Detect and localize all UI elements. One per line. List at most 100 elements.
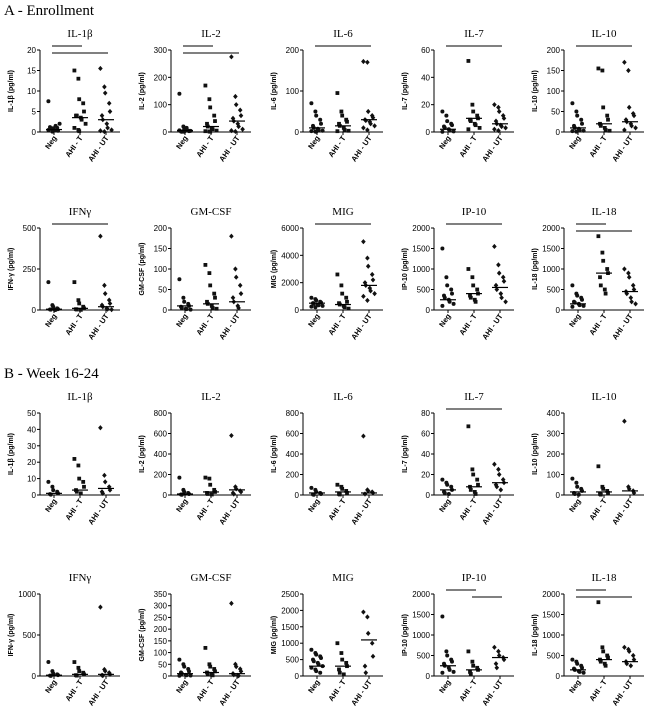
data-point <box>342 305 347 310</box>
x-category-label: Neg <box>43 497 59 514</box>
data-point <box>574 129 579 134</box>
data-point <box>570 476 575 481</box>
data-point <box>602 287 607 292</box>
chart-title: IL-6 <box>333 28 353 40</box>
x-category-label: Neg <box>174 678 190 695</box>
data-point <box>575 484 580 489</box>
data-point <box>102 668 108 674</box>
data-point <box>235 121 241 127</box>
x-category-label: AHI - UT <box>610 497 635 527</box>
chart-panel: IL-10 0 50 100 150 200 IL-10 (pg/ml) Neg AHI - T… <box>532 28 644 163</box>
data-point <box>339 283 344 288</box>
data-point <box>602 661 607 666</box>
data-point <box>368 121 373 127</box>
y-axis-label: IP-10 (pg/ml) <box>402 614 409 656</box>
y-tick-label: 500 <box>286 656 300 665</box>
y-tick-label: 0 <box>295 128 300 137</box>
y-tick-label: 0 <box>426 491 431 500</box>
chart-title: IL-7 <box>464 28 484 40</box>
y-tick-label: 60 <box>421 430 430 439</box>
chart-title: IL-2 <box>201 28 221 40</box>
data-point <box>203 645 208 650</box>
data-point <box>473 123 478 128</box>
y-tick-label: 4000 <box>281 251 299 260</box>
data-point <box>570 129 575 134</box>
data-point <box>48 673 53 678</box>
data-point <box>361 239 366 245</box>
data-point <box>311 659 316 664</box>
data-point <box>367 285 373 291</box>
data-point <box>335 482 340 487</box>
data-point <box>188 307 193 312</box>
data-point <box>102 282 107 288</box>
data-point <box>53 123 58 128</box>
data-point <box>74 307 79 312</box>
data-point <box>51 304 56 309</box>
data-point <box>580 665 584 670</box>
data-point <box>102 479 108 485</box>
data-point <box>77 97 82 102</box>
data-point <box>345 299 349 304</box>
data-point <box>475 113 480 118</box>
data-point <box>233 266 238 272</box>
data-point <box>496 262 501 268</box>
data-point <box>579 117 584 122</box>
x-category-label: AHI - UT <box>217 134 242 164</box>
y-tick-label: 50 <box>27 409 36 418</box>
data-point <box>177 475 182 480</box>
data-point <box>473 492 478 496</box>
data-point <box>600 645 605 650</box>
y-tick-label: 0 <box>426 672 431 681</box>
data-point <box>493 282 499 288</box>
data-point <box>598 123 603 128</box>
data-point <box>102 128 107 135</box>
x-category-label: AHI - T <box>587 678 608 703</box>
y-tick-label: 1500 <box>412 245 430 254</box>
data-point <box>369 640 375 646</box>
data-point <box>188 673 193 678</box>
y-tick-label: 50 <box>551 108 560 117</box>
data-point <box>606 655 610 660</box>
data-point <box>229 233 234 239</box>
x-category-label: AHI - UT <box>217 678 242 708</box>
x-category-label: AHI - UT <box>480 678 505 708</box>
x-category-label: Neg <box>306 497 322 514</box>
data-point <box>598 283 603 288</box>
data-point <box>622 266 627 272</box>
x-category-label: AHI - T <box>457 134 478 159</box>
data-point <box>496 466 501 472</box>
data-point <box>440 670 445 675</box>
data-point <box>626 274 632 280</box>
data-point <box>238 668 244 674</box>
data-point <box>494 665 500 671</box>
y-tick-label: 250 <box>23 265 37 274</box>
data-point <box>445 653 450 658</box>
x-category-label: AHI - UT <box>480 497 505 527</box>
data-point <box>212 113 217 118</box>
y-tick-label: 0 <box>295 306 300 315</box>
data-point <box>205 299 209 304</box>
x-category-label: AHI - T <box>63 497 84 522</box>
data-point <box>596 464 601 469</box>
data-point <box>337 670 342 675</box>
data-point <box>447 667 452 672</box>
x-category-label: AHI - T <box>457 497 478 522</box>
data-point <box>580 121 584 126</box>
data-point <box>492 461 497 467</box>
y-axis-label: IL-1β (pg/ml) <box>8 70 15 112</box>
data-point <box>601 649 606 654</box>
data-point <box>503 299 508 305</box>
data-point <box>233 664 239 670</box>
data-point <box>51 488 56 493</box>
data-point <box>105 125 110 131</box>
data-point <box>601 486 606 491</box>
y-axis-label: IL-18 (pg/ml) <box>532 614 539 656</box>
data-point <box>339 109 344 114</box>
y-tick-label: 0 <box>163 491 168 500</box>
y-tick-label: 1500 <box>412 611 430 620</box>
data-point <box>362 491 368 497</box>
y-axis-label: IL-2 (pg/ml) <box>139 72 146 110</box>
